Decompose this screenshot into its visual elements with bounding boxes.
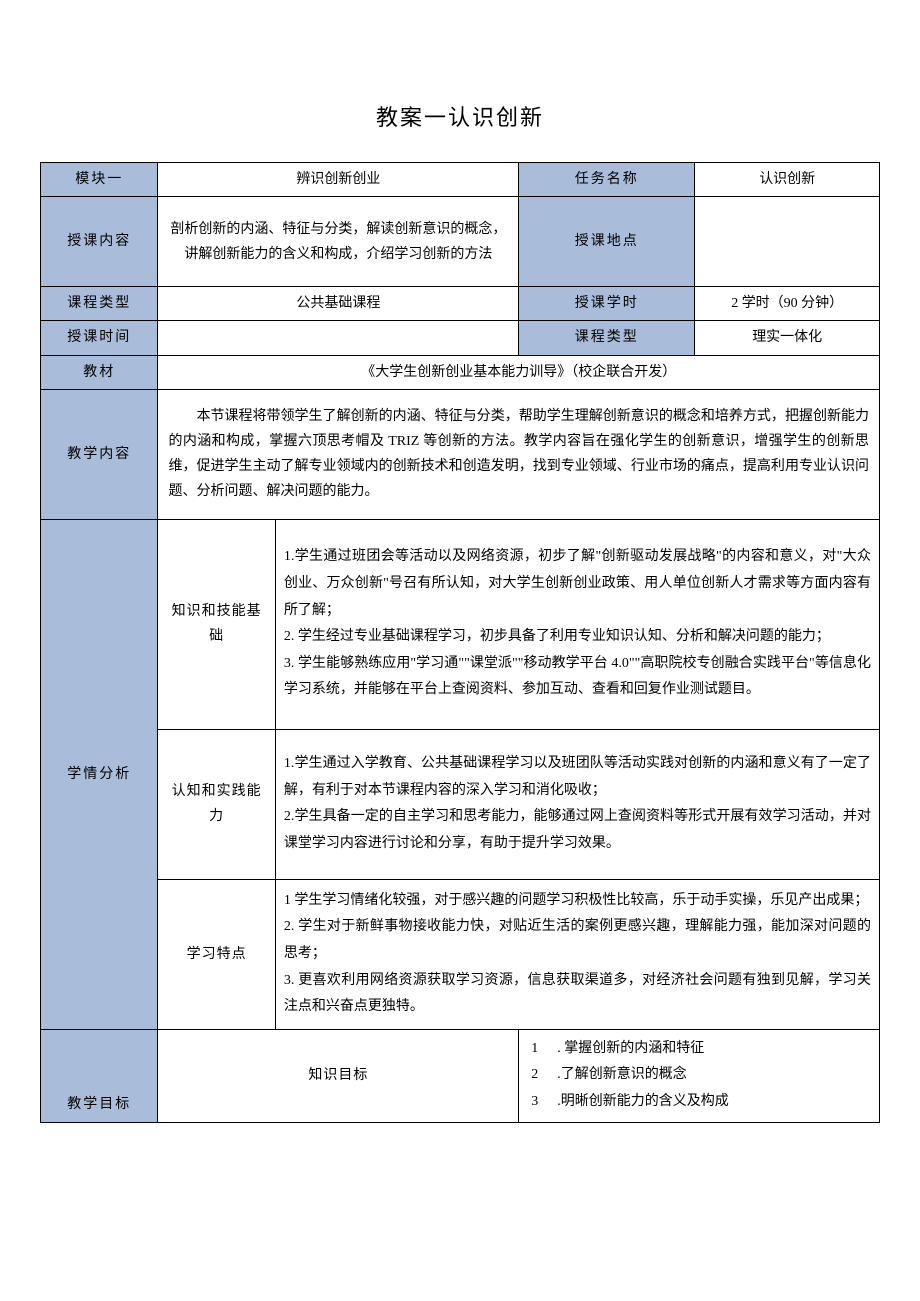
value-knowledge-goals: 1 . 掌握创新的内涵和特征 2 .了解创新意识的概念 3 .明晰创新能力的含义… [519, 1029, 880, 1122]
goal-item: 3 .明晰创新能力的含义及构成 [527, 1089, 871, 1116]
value-place [695, 197, 880, 287]
sublabel-cognition-practice: 认知和实践能力 [158, 729, 275, 879]
value-teach-content-brief: 剖析创新的内涵、特征与分类，解读创新意识的概念，讲解创新能力的含义和构成，介绍学… [158, 197, 519, 287]
label-teaching-content: 教学内容 [41, 389, 158, 519]
lesson-plan-table: 模块一 辨识创新创业 任务名称 认识创新 授课内容 剖析创新的内涵、特征与分类，… [40, 162, 880, 1123]
sublabel-learning-traits: 学习特点 [158, 879, 275, 1029]
table-row: 学习特点 1 学生学习情绪化较强，对于感兴趣的问题学习积极性比较高，乐于动手实操… [41, 879, 880, 1029]
label-course-type: 课程类型 [41, 287, 158, 321]
table-row: 学情分析 知识和技能基础 1.学生通过班团会等活动以及网络资源，初步了解"创新驱… [41, 519, 880, 729]
value-task-name: 认识创新 [695, 163, 880, 197]
label-module: 模块一 [41, 163, 158, 197]
goal-text: . 掌握创新的内涵和特征 [557, 1036, 871, 1063]
label-task-name: 任务名称 [519, 163, 695, 197]
table-row: 授课时间 课程类型 理实一体化 [41, 321, 880, 355]
page-title: 教案一认识创新 [40, 100, 880, 132]
goal-text: .了解创新意识的概念 [557, 1062, 871, 1089]
label-hours: 授课学时 [519, 287, 695, 321]
value-hours: 2 学时（90 分钟） [695, 287, 880, 321]
document-page: 教案一认识创新 模块一 辨识创新创业 任务名称 认识创新 授课内容 剖析创新的内… [40, 100, 880, 1123]
sublabel-knowledge-goals: 知识目标 [158, 1029, 519, 1122]
table-row: 教材 《大学生创新创业基本能力训导》（校企联合开发） [41, 355, 880, 389]
sublabel-knowledge-basis: 知识和技能基础 [158, 519, 275, 729]
table-row: 课程类型 公共基础课程 授课学时 2 学时（90 分钟） [41, 287, 880, 321]
value-teaching-content: 本节课程将带领学生了解创新的内涵、特征与分类，帮助学生理解创新意识的概念和培养方… [158, 389, 880, 519]
value-teach-time [158, 321, 519, 355]
table-row: 教学目标 知识目标 1 . 掌握创新的内涵和特征 2 .了解创新意识的概念 3 … [41, 1029, 880, 1122]
table-row: 模块一 辨识创新创业 任务名称 认识创新 [41, 163, 880, 197]
value-cognition-practice: 1.学生通过入学教育、公共基础课程学习以及班团队等活动实践对创新的内涵和意义有了… [275, 729, 879, 879]
goal-num: 1 [527, 1036, 557, 1063]
table-row: 教学内容 本节课程将带领学生了解创新的内涵、特征与分类，帮助学生理解创新意识的概… [41, 389, 880, 519]
value-course-type: 公共基础课程 [158, 287, 519, 321]
label-teach-content-brief: 授课内容 [41, 197, 158, 287]
goal-item: 2 .了解创新意识的概念 [527, 1062, 871, 1089]
goal-num: 3 [527, 1089, 557, 1116]
label-course-type2: 课程类型 [519, 321, 695, 355]
label-place: 授课地点 [519, 197, 695, 287]
table-row: 认知和实践能力 1.学生通过入学教育、公共基础课程学习以及班团队等活动实践对创新… [41, 729, 880, 879]
value-module: 辨识创新创业 [158, 163, 519, 197]
value-learning-traits: 1 学生学习情绪化较强，对于感兴趣的问题学习积极性比较高，乐于动手实操，乐见产出… [275, 879, 879, 1029]
value-knowledge-basis: 1.学生通过班团会等活动以及网络资源，初步了解"创新驱动发展战略"的内容和意义，… [275, 519, 879, 729]
goal-text: .明晰创新能力的含义及构成 [557, 1089, 871, 1116]
label-student-analysis: 学情分析 [41, 519, 158, 1029]
table-row: 授课内容 剖析创新的内涵、特征与分类，解读创新意识的概念，讲解创新能力的含义和构… [41, 197, 880, 287]
label-textbook: 教材 [41, 355, 158, 389]
label-teaching-goals: 教学目标 [41, 1029, 158, 1122]
label-teach-time: 授课时间 [41, 321, 158, 355]
value-course-type2: 理实一体化 [695, 321, 880, 355]
goal-item: 1 . 掌握创新的内涵和特征 [527, 1036, 871, 1063]
goal-num: 2 [527, 1062, 557, 1089]
value-textbook: 《大学生创新创业基本能力训导》（校企联合开发） [158, 355, 880, 389]
